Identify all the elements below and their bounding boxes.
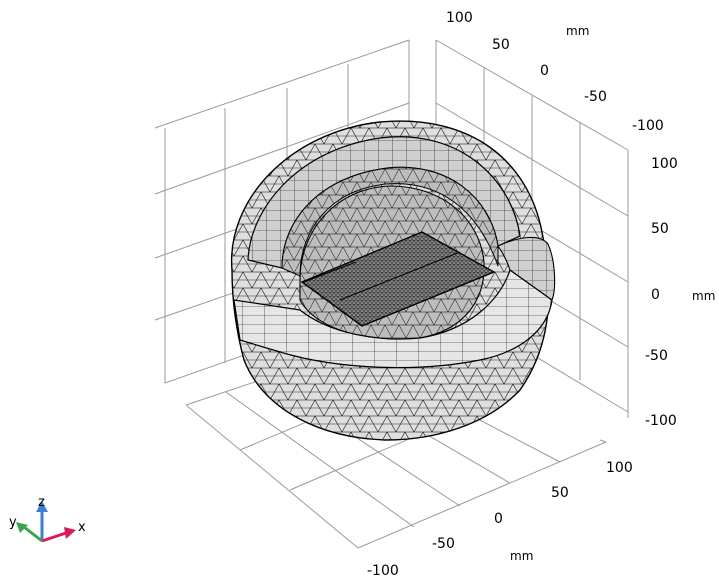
- top-tick-4: -100: [632, 118, 664, 134]
- top-tick-1: 50: [492, 37, 510, 53]
- bottom-tick-0: 100: [606, 460, 633, 476]
- coordinate-triad: z x y: [9, 495, 86, 543]
- x-arrow-icon: [64, 527, 76, 539]
- right-tick-1: 50: [651, 221, 669, 237]
- triad-x-label: x: [78, 520, 86, 535]
- bottom-tick-2: 0: [494, 511, 503, 527]
- bottom-tick-3: -50: [432, 536, 455, 552]
- sphere-mesh[interactable]: [230, 120, 556, 441]
- right-tick-0: 100: [651, 156, 678, 172]
- right-unit: mm: [692, 289, 715, 303]
- right-tick-2: 0: [651, 287, 660, 303]
- triad-z-label: z: [38, 495, 45, 510]
- middle-shell-cut: [281, 166, 499, 277]
- triad-y-label: y: [9, 515, 17, 530]
- top-tick-2: 0: [540, 63, 549, 79]
- right-shell-annulus: [497, 236, 556, 301]
- inner-component[interactable]: [300, 231, 496, 327]
- bottom-unit: mm: [510, 549, 533, 563]
- right-tick-4: -100: [645, 413, 677, 429]
- bottom-tick-1: 50: [551, 485, 569, 501]
- top-axis: 100 50 0 -50 -100 mm: [446, 10, 664, 134]
- top-tick-0: 100: [446, 10, 473, 26]
- top-unit: mm: [566, 24, 589, 38]
- z-arrow-icon: [36, 501, 48, 512]
- top-tick-3: -50: [584, 89, 607, 105]
- bottom-tick-4: -100: [367, 563, 399, 579]
- bottom-axis: 100 50 0 -50 -100 mm: [367, 460, 633, 579]
- y-arrow-icon: [16, 522, 28, 533]
- right-axis: 100 50 0 -50 -100 mm: [645, 156, 715, 429]
- right-tick-3: -50: [645, 348, 668, 364]
